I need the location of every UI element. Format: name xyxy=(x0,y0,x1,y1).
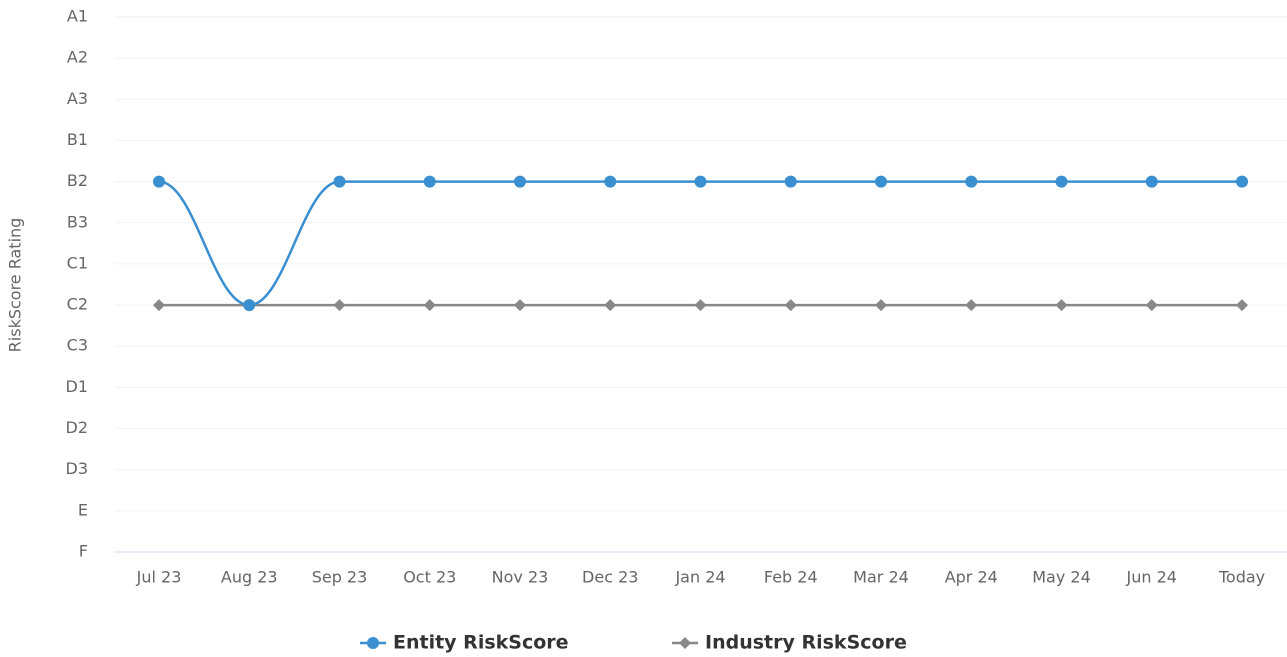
y-axis-title: RiskScore Rating xyxy=(6,218,25,353)
x-tick-label: May 24 xyxy=(1032,568,1091,587)
x-tick-label: Aug 23 xyxy=(221,568,278,587)
point xyxy=(784,299,797,312)
point xyxy=(423,175,436,188)
y-tick-label: D1 xyxy=(66,377,89,396)
point xyxy=(965,175,978,188)
point xyxy=(514,175,526,188)
x-tick-label: Jan 24 xyxy=(674,568,725,587)
point xyxy=(604,175,617,188)
x-tick-label: Sep 23 xyxy=(312,568,368,587)
point xyxy=(243,299,256,312)
point xyxy=(694,175,707,188)
point xyxy=(1055,299,1068,312)
series-line xyxy=(158,180,1242,307)
y-tick-label: C3 xyxy=(67,336,88,355)
point xyxy=(333,299,346,312)
point xyxy=(153,299,165,312)
x-tick-label: Dec 23 xyxy=(582,568,638,587)
point xyxy=(694,299,707,312)
y-tick-label: A2 xyxy=(67,48,88,67)
y-tick-label: E xyxy=(78,500,88,519)
y-tick-label: B3 xyxy=(67,212,88,231)
point xyxy=(965,299,978,312)
y-tick-label: A3 xyxy=(67,89,88,108)
y-tick-label: B1 xyxy=(67,130,88,149)
x-tick-label: Apr 24 xyxy=(945,568,998,587)
point xyxy=(514,299,526,312)
legend-label: Entity RiskScore xyxy=(393,632,569,654)
point xyxy=(1055,175,1068,188)
point xyxy=(1145,175,1158,188)
x-tick-label: Jun 24 xyxy=(1126,568,1177,587)
x-tick-label: Jul 23 xyxy=(136,568,182,587)
x-tick-label: Mar 24 xyxy=(853,568,909,587)
point xyxy=(1236,175,1248,188)
y-tick-label: D2 xyxy=(66,418,89,437)
point xyxy=(784,175,797,188)
point xyxy=(153,175,165,188)
point xyxy=(604,299,617,312)
y-tick-label: F xyxy=(79,542,88,561)
point xyxy=(1145,299,1158,312)
point xyxy=(875,299,887,312)
legend-marker xyxy=(367,637,379,649)
y-tick-label: B2 xyxy=(67,171,88,190)
legend-marker xyxy=(679,637,691,649)
point xyxy=(1236,299,1248,312)
x-tick-label: Nov 23 xyxy=(492,568,549,587)
y-tick-label: A1 xyxy=(67,7,88,26)
y-tick-label: D3 xyxy=(66,459,89,478)
point xyxy=(875,175,887,188)
y-tick-label: C1 xyxy=(67,253,88,272)
y-tick-label: C2 xyxy=(67,295,88,314)
point xyxy=(423,299,436,312)
legend-label: Industry RiskScore xyxy=(705,632,907,654)
x-tick-label: Feb 24 xyxy=(764,568,818,587)
point xyxy=(333,175,346,188)
x-tick-label: Today xyxy=(1218,568,1265,587)
x-tick-label: Oct 23 xyxy=(403,568,456,587)
